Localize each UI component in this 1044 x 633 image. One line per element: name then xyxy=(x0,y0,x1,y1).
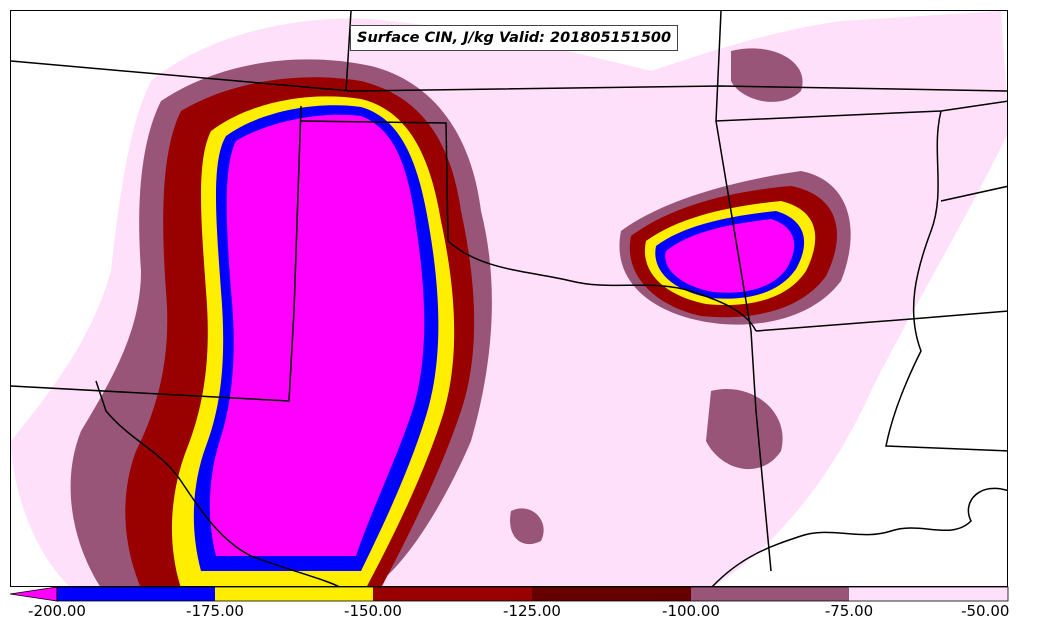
colorbar-tick-7: -50.00 xyxy=(961,602,1010,620)
map-title: Surface CIN, J/kg Valid: 201805151500 xyxy=(350,25,679,51)
colorbar xyxy=(9,586,1009,602)
colorbar-bin-2 xyxy=(215,587,373,601)
colorbar-tick-3: -150.00 xyxy=(344,602,402,620)
colorbar-tick-2: -175.00 xyxy=(186,602,244,620)
colorbar-outline xyxy=(56,586,1009,602)
colorbar-tick-1: -200.00 xyxy=(28,602,86,620)
colorbar-bin-1 xyxy=(57,587,215,601)
colorbar-tick-4: -125.00 xyxy=(503,602,561,620)
colorbar-bin-6 xyxy=(849,587,1008,601)
colorbar-bin-3 xyxy=(373,587,532,601)
colorbar-extend-arrow xyxy=(9,586,58,602)
colorbar-tick-5: -100.00 xyxy=(662,602,720,620)
cin-field-plot xyxy=(11,11,1007,586)
colorbar-tick-6: -75.00 xyxy=(824,602,874,620)
cin-shading-magenta xyxy=(209,114,795,556)
colorbar-bin-4 xyxy=(532,587,691,601)
colorbar-bin-5 xyxy=(691,587,849,601)
state-boundaries xyxy=(11,11,1007,586)
cin-map: Surface CIN, J/kg Valid: 201805151500 xyxy=(10,10,1008,587)
